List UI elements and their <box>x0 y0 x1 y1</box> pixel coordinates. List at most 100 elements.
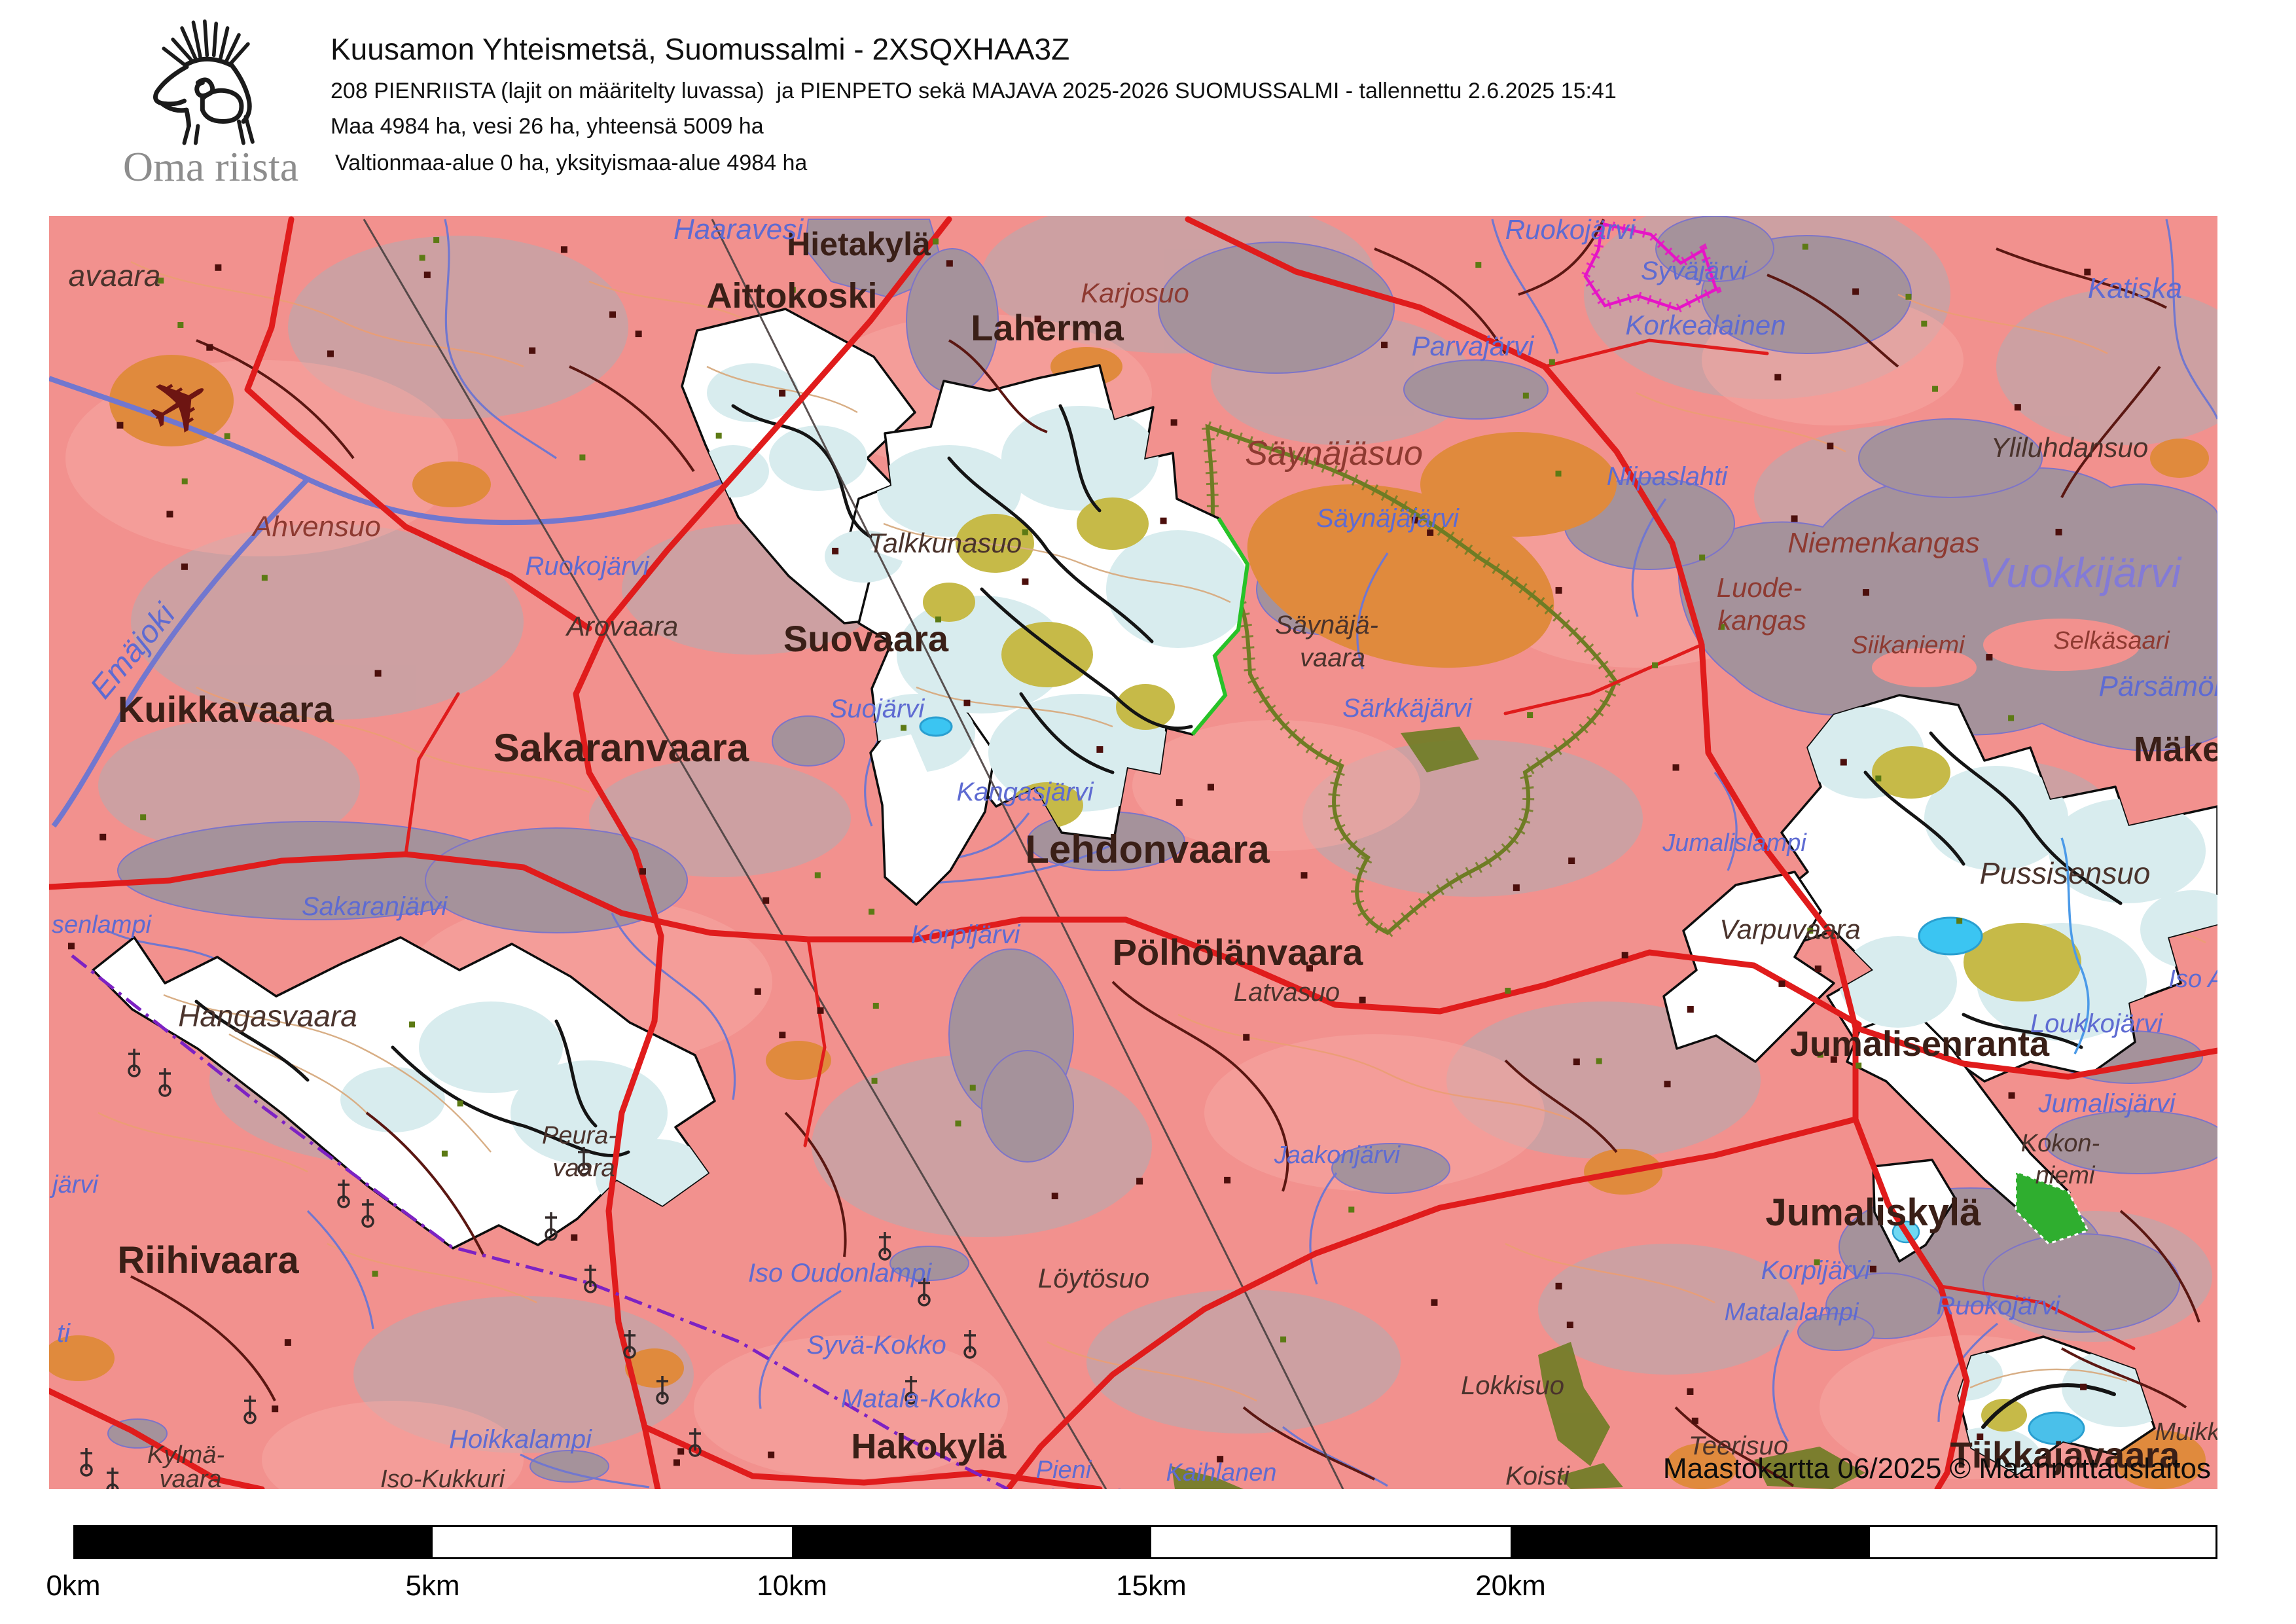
scalebar-tick-0km: 0km <box>46 1570 101 1602</box>
map-label-ti: ti <box>57 1319 71 1348</box>
map-label-korpij-rvi: Korpijärvi <box>911 920 1021 949</box>
map-label-s-yn-j-j-rvi: Säynäjäjärvi <box>1316 504 1460 533</box>
map-label-laherma: Laherma <box>971 307 1124 348</box>
map-label-arovaara: Arovaara <box>565 611 678 641</box>
map-label-matala-kokko: Matala-Kokko <box>841 1384 1001 1413</box>
map-label-aittokoski: Aittokoski <box>706 276 877 316</box>
map-label-pussisensuo: Pussisensuo <box>1980 856 2151 890</box>
map-label-ruokoj-rvi: Ruokojärvi <box>1937 1291 2061 1320</box>
map-label-vuokkij-rvi: Vuokkijärvi <box>1979 549 2182 596</box>
saynajasuo-conservation-boundary <box>1200 418 1622 940</box>
municipal-boundary <box>71 954 1009 1489</box>
topographic-map: ✈ HietakyläAittokoskiLahermaSuovaaraKuik… <box>49 216 2217 1489</box>
map-label-kangas: kangas <box>1717 605 1806 636</box>
map-label-haaravesi: Haaravesi <box>673 216 804 245</box>
map-label-kylm: Kylmä- <box>147 1441 224 1469</box>
map-label-syv-j-rvi: Syväjärvi <box>1641 257 1748 285</box>
open-field-layer <box>49 347 2209 1489</box>
moose-legs <box>182 115 255 145</box>
map-label-lokkisuo: Lokkisuo <box>1461 1371 1564 1400</box>
map-label-niemenkangas: Niemenkangas <box>1787 527 1980 559</box>
map-label-talkkunasuo: Talkkunasuo <box>869 528 1022 558</box>
map-label-korkealainen: Korkealainen <box>1625 310 1785 340</box>
map-label-ahvensuo: Ahvensuo <box>251 511 381 543</box>
moose-head-body <box>153 63 252 128</box>
map-label-koisti: Koisti <box>1505 1462 1570 1489</box>
map-label-varpuvaara: Varpuvaara <box>1719 914 1861 945</box>
map-label-iso-kukkuri: Iso-Kukkuri <box>380 1466 506 1489</box>
map-label-s-yn-j-suo: Säynäjäsuo <box>1245 435 1423 473</box>
map-label-jumalisenranta: Jumalisenranta <box>1790 1024 2050 1064</box>
map-label-riihivaara: Riihivaara <box>117 1239 299 1282</box>
map-label-niipaslahti: Niipaslahti <box>1607 462 1729 491</box>
map-label-sakaranvaara: Sakaranvaara <box>493 726 749 770</box>
map-label-pieni: Pieni <box>1036 1456 1092 1484</box>
land-ownership-line: Valtionmaa-alue 0 ha, yksityismaa-alue 4… <box>335 151 808 175</box>
map-label-korpij-rvi: Korpijärvi <box>1761 1256 1871 1285</box>
lake-vuokkijarvi <box>1677 467 2217 751</box>
permit-edge-green <box>1191 517 1250 736</box>
map-label-s-rkk-j-rvi: Särkkäjärvi <box>1342 694 1473 723</box>
map-label-suoj-rvi: Suojärvi <box>830 695 925 723</box>
natura-magenta-boundary <box>1579 218 1722 314</box>
map-label-katiska: Katiska <box>2088 272 2182 304</box>
power-pole-icons <box>80 1049 977 1489</box>
scalebar-tick-10km: 10km <box>757 1570 827 1602</box>
scalebar-tick-20km: 20km <box>1475 1570 1546 1602</box>
map-label-siikaniemi: Siikaniemi <box>1851 632 1965 659</box>
map-label-iso-a: Iso A <box>2168 965 2217 993</box>
pond-suojarvi <box>919 716 953 737</box>
map-label-p-lh-l-nvaara: Pölhölänvaara <box>1113 931 1364 973</box>
map-label-jumaliskyl: Jumaliskylä <box>1766 1191 1982 1234</box>
map-label-jumalislampi: Jumalislampi <box>1662 829 1807 857</box>
scale-bar-ticks: 0km 5km 10km 15km 20km <box>46 1570 2217 1609</box>
map-label-j-rvi: järvi <box>49 1171 99 1199</box>
map-label-s-yn-j: Säynäjä- <box>1275 611 1378 640</box>
page-title: Kuusamon Yhteismetsä, Suomussalmi - 2XSQ… <box>331 32 1070 66</box>
map-label-suovaara: Suovaara <box>783 618 949 659</box>
map-label-syv-kokko: Syvä-Kokko <box>806 1331 946 1360</box>
map-label-ruokoj-rvi: Ruokojärvi <box>526 552 650 581</box>
map-label-peura: Peura- <box>542 1122 617 1149</box>
map-label-hakokyl: Hakokylä <box>851 1427 1007 1466</box>
scalebar-tick-15km: 15km <box>1116 1570 1187 1602</box>
map-label-hakoj-rvi: Hakojärvi <box>1016 1485 1121 1489</box>
map-label-niemi: niemi <box>2036 1162 2096 1189</box>
map-label-vaara: vaara <box>159 1466 221 1489</box>
map-label-jaakonj-rvi: Jaakonjärvi <box>1274 1142 1401 1169</box>
map-label-luode: Luode- <box>1717 572 1803 603</box>
map-label-selk-saari: Selkäsaari <box>2053 627 2170 655</box>
map-label-jumalisj-rvi: Jumalisjärvi <box>2038 1089 2176 1118</box>
map-label-yliluhdansuo: Yliluhdansuo <box>1991 432 2149 463</box>
map-label-teerisuo: Teerisuo <box>1689 1432 1788 1460</box>
map-label-hoikkalampi: Hoikkalampi <box>449 1425 592 1454</box>
main-road-east <box>1185 216 1970 1489</box>
place-labels-layer: Hietakylä Aittokoski Laherma Suovaara Kuikka… <box>49 216 2217 1489</box>
map-label-hangasvaara: Hangasvaara <box>178 999 357 1033</box>
map-label-loukkoj-rvi: Loukkojärvi <box>2030 1009 2163 1038</box>
contour-layer <box>98 261 2206 1402</box>
lake-islands <box>1872 619 2140 687</box>
green-hatched-area <box>2015 1170 2090 1245</box>
map-label-p-rs-m-nse: Pärsämönse <box>2098 670 2217 702</box>
moose-icon <box>153 19 255 145</box>
map-label-m-kel: Mäkelä <box>2134 730 2217 769</box>
polygon-interior-central <box>857 404 1247 828</box>
power-lines <box>363 219 1344 1489</box>
buildings-layer <box>67 237 2091 1466</box>
map-label-matalalampi: Matalalampi <box>1725 1299 1859 1326</box>
oma-riista-logo-text: Oma riista <box>122 143 299 190</box>
map-label-kaihlanen: Kaihlanen <box>1166 1459 1276 1487</box>
map-label-hietakyl: Hietakylä <box>787 226 931 262</box>
map-label-sakaranj-rvi: Sakaranjärvi <box>302 892 448 921</box>
map-label-avaara: avaara <box>69 259 161 293</box>
map-label-vaara: vaara <box>1300 643 1365 672</box>
roads-layer <box>49 216 2217 1489</box>
map-label-muikkuv: Muikkuv <box>2155 1418 2217 1446</box>
map-label-vaara: vaara <box>552 1155 615 1182</box>
map-label-kuikkavaara: Kuikkavaara <box>118 689 334 730</box>
main-road-middle <box>49 851 1862 1028</box>
permit-subtitle: 208 PIENRIISTA (lajit on määritelty luva… <box>331 79 1617 103</box>
map-label-parvaj-rvi: Parvajärvi <box>1412 331 1535 361</box>
main-road-west <box>573 216 952 1489</box>
